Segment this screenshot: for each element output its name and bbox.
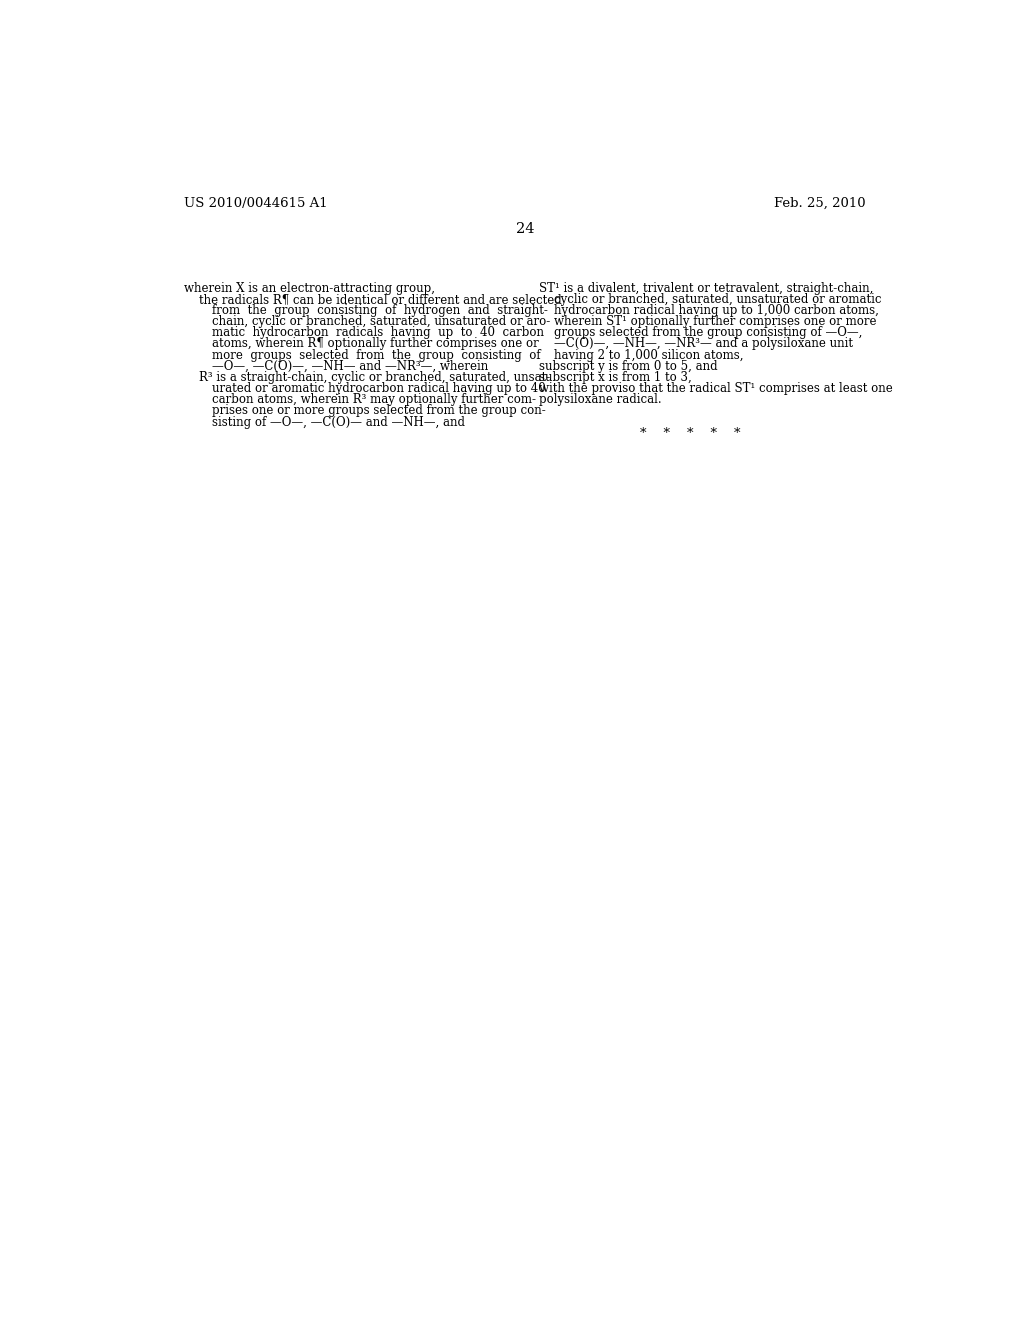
Text: the radicals R¶ can be identical or different and are selected: the radicals R¶ can be identical or diff… [200, 293, 562, 306]
Text: subscript y is from 0 to 5, and: subscript y is from 0 to 5, and [539, 360, 718, 372]
Text: ST¹ is a divalent, trivalent or tetravalent, straight-chain,: ST¹ is a divalent, trivalent or tetraval… [539, 281, 873, 294]
Text: —C(O)—, —NH—, —NR³— and a polysiloxane unit: —C(O)—, —NH—, —NR³— and a polysiloxane u… [554, 338, 853, 350]
Text: atoms, wherein R¶ optionally further comprises one or: atoms, wherein R¶ optionally further com… [212, 338, 539, 350]
Text: prises one or more groups selected from the group con-: prises one or more groups selected from … [212, 404, 546, 417]
Text: *    *    *    *    *: * * * * * [640, 426, 740, 440]
Text: groups selected from the group consisting of —O—,: groups selected from the group consistin… [554, 326, 862, 339]
Text: wherein ST¹ optionally further comprises one or more: wherein ST¹ optionally further comprises… [554, 315, 877, 329]
Text: more  groups  selected  from  the  group  consisting  of: more groups selected from the group cons… [212, 348, 541, 362]
Text: from  the  group  consisting  of  hydrogen  and  straight-: from the group consisting of hydrogen an… [212, 304, 548, 317]
Text: urated or aromatic hydrocarbon radical having up to 40: urated or aromatic hydrocarbon radical h… [212, 381, 546, 395]
Text: with the proviso that the radical ST¹ comprises at least one: with the proviso that the radical ST¹ co… [539, 381, 893, 395]
Text: —O—, —C(O)—, —NH— and —NR³—, wherein: —O—, —C(O)—, —NH— and —NR³—, wherein [212, 360, 488, 372]
Text: 24: 24 [515, 222, 535, 235]
Text: matic  hydrocarbon  radicals  having  up  to  40  carbon: matic hydrocarbon radicals having up to … [212, 326, 544, 339]
Text: polysiloxane radical.: polysiloxane radical. [539, 393, 662, 407]
Text: sisting of —O—, —C(O)— and —NH—, and: sisting of —O—, —C(O)— and —NH—, and [212, 416, 465, 429]
Text: chain, cyclic or branched, saturated, unsaturated or aro-: chain, cyclic or branched, saturated, un… [212, 315, 550, 329]
Text: carbon atoms, wherein R³ may optionally further com-: carbon atoms, wherein R³ may optionally … [212, 393, 536, 407]
Text: subscript x is from 1 to 3,: subscript x is from 1 to 3, [539, 371, 691, 384]
Text: wherein X is an electron-attracting group,: wherein X is an electron-attracting grou… [183, 281, 435, 294]
Text: hydrocarbon radical having up to 1,000 carbon atoms,: hydrocarbon radical having up to 1,000 c… [554, 304, 880, 317]
Text: Feb. 25, 2010: Feb. 25, 2010 [774, 197, 866, 210]
Text: R³ is a straight-chain, cyclic or branched, saturated, unsat-: R³ is a straight-chain, cyclic or branch… [200, 371, 551, 384]
Text: US 2010/0044615 A1: US 2010/0044615 A1 [183, 197, 328, 210]
Text: cyclic or branched, saturated, unsaturated or aromatic: cyclic or branched, saturated, unsaturat… [554, 293, 882, 306]
Text: having 2 to 1,000 silicon atoms,: having 2 to 1,000 silicon atoms, [554, 348, 743, 362]
